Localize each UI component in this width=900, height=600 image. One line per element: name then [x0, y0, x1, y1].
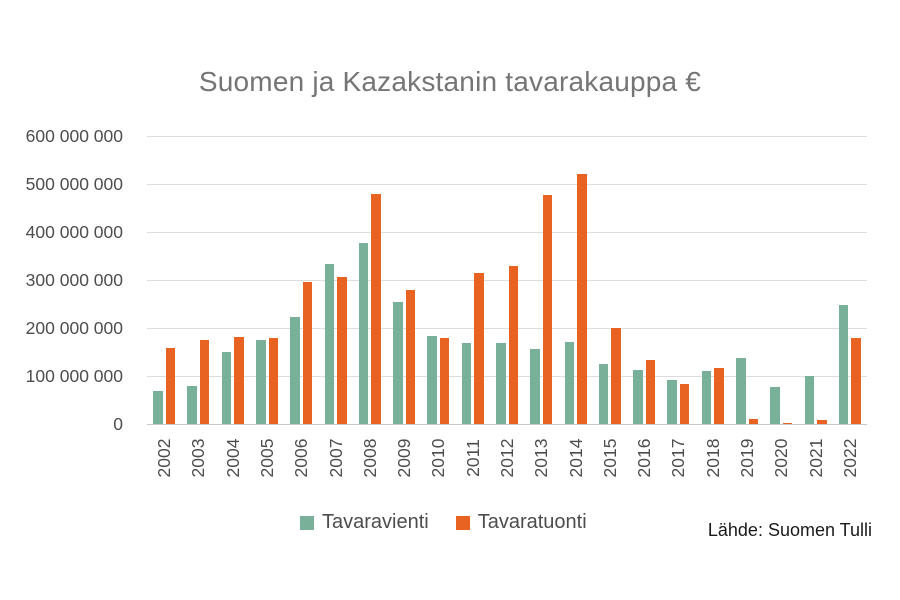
x-tick-label: 2013 — [531, 438, 552, 478]
bar-vienti-2011 — [461, 343, 472, 424]
x-tick-label: 2016 — [634, 438, 655, 478]
gridline — [147, 280, 867, 281]
bar-tuonti-2010 — [439, 338, 450, 424]
bar-vienti-2002 — [153, 391, 163, 424]
x-tick-label: 2003 — [188, 438, 209, 478]
x-tick-label: 2022 — [839, 438, 860, 478]
bar-vienti-2015 — [598, 363, 609, 424]
x-tick-label: 2008 — [359, 438, 380, 478]
bar-tuonti-2014 — [577, 174, 587, 424]
bar-tuonti-2012 — [508, 265, 518, 424]
bar-tuonti-2002 — [165, 348, 176, 424]
bar-tuonti-2003 — [199, 340, 210, 424]
legend-item-vienti: Tavaravienti — [300, 511, 429, 534]
x-tick-label: 2015 — [599, 438, 620, 478]
y-tick-label: 200 000 000 — [25, 318, 123, 338]
x-tick-label: 2019 — [737, 438, 757, 478]
y-tick-label: 300 000 000 — [25, 270, 123, 290]
bar-vienti-2014 — [564, 342, 575, 424]
y-tick-label: 0 — [113, 414, 123, 434]
gridline — [147, 328, 867, 329]
bar-tuonti-2004 — [234, 336, 244, 424]
bar-tuonti-2005 — [268, 337, 278, 424]
bar-tuonti-2017 — [679, 383, 690, 424]
legend-swatch-vienti-icon — [300, 515, 314, 530]
bar-vienti-2021 — [804, 376, 815, 424]
bar-vienti-2008 — [358, 242, 369, 424]
bar-vienti-2020 — [770, 387, 780, 424]
x-tick-label: 2007 — [325, 438, 346, 478]
bar-tuonti-2006 — [302, 282, 313, 424]
bar-tuonti-2016 — [645, 359, 656, 424]
y-tick-label: 500 000 000 — [25, 174, 123, 194]
x-tick-label: 2014 — [565, 438, 586, 478]
legend-swatch-tuonti-icon — [455, 515, 470, 530]
bar-tuonti-2021 — [817, 420, 827, 424]
bar-tuonti-2019 — [748, 419, 758, 424]
x-tick-label: 2018 — [702, 438, 723, 478]
x-tick-label: 2009 — [394, 438, 415, 478]
bar-tuonti-2013 — [542, 194, 553, 424]
bar-vienti-2017 — [667, 380, 677, 424]
bar-vienti-2006 — [290, 317, 300, 424]
gridline — [147, 136, 867, 137]
y-tick-label: 600 000 000 — [25, 126, 123, 146]
x-tick-label: 2002 — [154, 438, 175, 478]
bar-tuonti-2018 — [714, 367, 724, 424]
bar-vienti-2013 — [530, 349, 540, 424]
gridline — [147, 424, 867, 425]
bar-vienti-2004 — [221, 352, 232, 424]
x-tick-label: 2020 — [771, 438, 792, 478]
gridline — [147, 232, 867, 233]
x-tick-label: 2012 — [497, 438, 517, 478]
bar-vienti-2010 — [427, 335, 437, 424]
bar-tuonti-2007 — [337, 276, 347, 424]
x-tick-label: 2004 — [222, 438, 243, 478]
gridline — [147, 184, 867, 185]
chart-title: Suomen ja Kazakstanin tavarakauppa € — [198, 66, 702, 97]
bar-tuonti-2015 — [611, 328, 621, 424]
legend: Tavaravienti Tavaratuonti — [300, 511, 587, 534]
legend-item-tuonti: Tavaratuonti — [455, 511, 587, 534]
bar-vienti-2007 — [324, 264, 335, 424]
bar-tuonti-2009 — [405, 289, 416, 424]
x-tick-label: 2005 — [257, 438, 277, 478]
bar-vienti-2016 — [633, 369, 643, 424]
x-tick-label: 2021 — [805, 438, 826, 478]
bar-vienti-2003 — [187, 385, 197, 424]
legend-label-vienti: Tavaravienti — [322, 511, 429, 533]
bar-vienti-2019 — [736, 357, 746, 424]
bar-tuonti-2008 — [371, 193, 381, 424]
x-tick-label: 2017 — [668, 438, 689, 478]
bar-tuonti-2022 — [851, 338, 861, 424]
source-note: Lähde: Suomen Tulli — [707, 520, 872, 540]
bar-tuonti-2011 — [474, 272, 484, 424]
bar-vienti-2022 — [838, 304, 849, 424]
bar-vienti-2012 — [496, 342, 506, 424]
bar-vienti-2009 — [393, 301, 403, 424]
legend-label-tuonti: Tavaratuonti — [477, 511, 587, 533]
bar-vienti-2005 — [256, 340, 266, 424]
bar-vienti-2018 — [701, 371, 712, 424]
bar-tuonti-2020 — [782, 423, 793, 424]
gridline — [147, 376, 867, 377]
y-tick-label: 100 000 000 — [25, 366, 123, 386]
y-tick-label: 400 000 000 — [25, 222, 123, 242]
x-tick-label: 2011 — [462, 439, 483, 477]
x-tick-label: 2006 — [291, 438, 312, 478]
x-tick-label: 2010 — [428, 438, 449, 478]
